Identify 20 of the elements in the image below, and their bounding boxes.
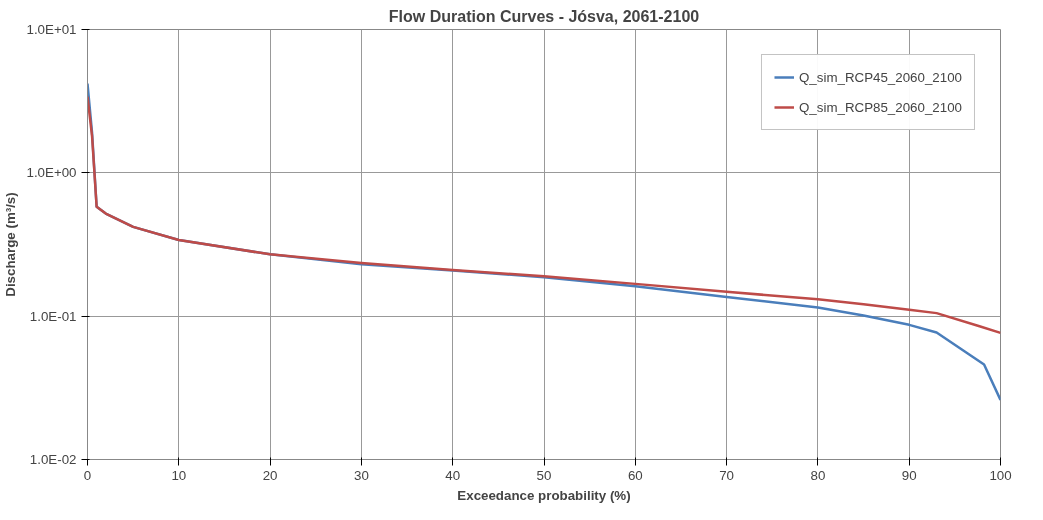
x-tick-label: 10	[171, 467, 187, 483]
x-tick-label: 70	[719, 467, 735, 483]
y-axis-title: Discharge (m³/s)	[3, 192, 19, 297]
y-tick-label: 1.0E-02	[29, 452, 77, 467]
chart-title: Flow Duration Curves - Jósva, 2061-2100	[388, 7, 700, 25]
legend-label: Q_sim_RCP45_2060_2100	[798, 69, 962, 85]
y-tick-label: 1.0E+01	[26, 22, 77, 37]
x-tick-label: 20	[262, 467, 278, 483]
legend-label: Q_sim_RCP85_2060_2100	[798, 99, 962, 115]
x-tick-label: 90	[901, 467, 917, 483]
x-tick-label: 50	[536, 467, 552, 483]
x-axis-title: Exceedance probability (%)	[457, 487, 631, 503]
x-tick-label: 40	[445, 467, 461, 483]
x-tick-label: 100	[989, 467, 1012, 483]
x-tick-label: 60	[627, 467, 643, 483]
x-tick-label: 0	[83, 467, 92, 483]
y-tick-label: 1.0E+00	[26, 165, 77, 181]
x-tick-label: 30	[353, 467, 369, 483]
y-tick-label: 1.0E-01	[29, 308, 77, 324]
x-tick-label: 80	[810, 467, 826, 483]
